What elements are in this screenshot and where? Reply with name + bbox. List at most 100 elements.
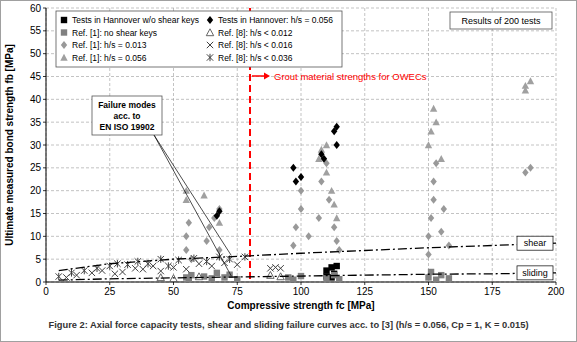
point	[446, 275, 452, 281]
y-tick-label: 0	[35, 277, 41, 288]
point	[334, 123, 340, 131]
y-grid-line	[46, 8, 556, 9]
point	[158, 268, 164, 274]
x-tick-label: 75	[232, 286, 244, 297]
frame	[1, 1, 577, 342]
point	[318, 178, 324, 186]
legend: Tests in Hannover w/o shear keys Ref. [1]…	[56, 11, 342, 67]
annotation-box	[92, 96, 162, 135]
legend-marker	[61, 41, 67, 49]
legend-marker	[61, 17, 67, 23]
x-tick-label: 200	[548, 286, 565, 297]
grid	[46, 8, 556, 282]
legend-label: Ref. [1]: h/s = 0.013	[72, 40, 147, 50]
point	[331, 223, 337, 231]
legend-label: Ref. [8]: h/s < 0.012	[218, 28, 293, 38]
point	[112, 271, 118, 277]
point	[428, 214, 434, 222]
failure-curve	[59, 273, 556, 280]
y-grid-line	[46, 145, 556, 146]
reference-arrow-head	[264, 73, 270, 80]
y-tick-label: 55	[30, 25, 42, 36]
point	[242, 253, 248, 260]
y-grid-line	[46, 259, 556, 260]
marks	[56, 77, 556, 282]
point	[326, 196, 332, 204]
legend-marker	[60, 54, 67, 61]
annotation-box	[450, 12, 552, 29]
point	[334, 263, 340, 269]
point	[195, 273, 202, 280]
point	[293, 178, 299, 186]
point	[298, 187, 304, 195]
point	[183, 232, 189, 240]
annotation-pointer	[154, 135, 231, 255]
point	[157, 274, 164, 281]
point	[323, 169, 330, 176]
y-tick-label: 20	[30, 185, 42, 196]
y-tick-label: 40	[30, 94, 42, 105]
point	[441, 205, 447, 213]
point	[305, 232, 311, 240]
point	[334, 237, 340, 245]
y-grid-line	[46, 213, 556, 214]
point	[430, 196, 436, 204]
y-grid-line	[46, 236, 556, 237]
legend-label: Tests in Hannover w/o shear keys	[72, 15, 199, 25]
point	[216, 219, 223, 226]
point	[527, 164, 533, 172]
x-grid-line	[46, 8, 47, 282]
curve-label-box	[517, 236, 553, 250]
annotation-text: Results of 200 tests	[461, 16, 541, 26]
point	[334, 141, 340, 149]
caption: Figure 2: Axial force capacity tests, sh…	[49, 320, 529, 330]
point	[203, 237, 209, 245]
point	[267, 271, 274, 278]
failure-curve	[59, 243, 556, 270]
point	[336, 246, 342, 254]
point	[183, 187, 190, 194]
point	[183, 266, 189, 272]
y-grid-line	[46, 282, 556, 283]
point	[323, 141, 330, 148]
point	[209, 275, 215, 281]
point	[333, 214, 340, 221]
point	[336, 276, 342, 282]
point	[298, 205, 304, 213]
point	[158, 255, 164, 262]
point	[183, 246, 189, 254]
point	[277, 265, 283, 271]
chart: 0255075100125150175200051015202530354045…	[0, 0, 577, 342]
y-tick-label: 60	[30, 3, 42, 14]
point	[56, 273, 62, 280]
point	[527, 77, 534, 84]
y-tick-label: 10	[30, 231, 42, 242]
curve-label: shear	[524, 238, 547, 248]
point	[68, 269, 74, 276]
point	[522, 82, 529, 89]
x-tick-label: 0	[43, 286, 49, 297]
point	[425, 274, 431, 280]
x-grid-line	[364, 8, 365, 282]
series-points	[183, 159, 534, 263]
y-tick-label: 35	[30, 117, 42, 128]
legend-label: Ref. [1]: h/s = 0.056	[72, 53, 147, 63]
legend-marker	[207, 16, 213, 24]
annotation-pointer	[154, 135, 231, 276]
legend-label: Ref. [8]: h/s < 0.036	[218, 53, 293, 63]
point	[427, 128, 434, 135]
point	[425, 232, 431, 240]
point	[200, 192, 207, 199]
point	[432, 118, 439, 125]
point	[214, 270, 220, 276]
x-axis	[46, 282, 556, 283]
point	[119, 269, 125, 275]
point	[522, 168, 528, 176]
y-tick-label: 25	[30, 162, 42, 173]
point	[183, 196, 190, 203]
annotation-text: acc. to	[114, 111, 141, 121]
y-tick-label: 45	[30, 71, 42, 82]
legend-box	[56, 11, 342, 67]
point	[446, 241, 452, 249]
point	[290, 241, 296, 249]
